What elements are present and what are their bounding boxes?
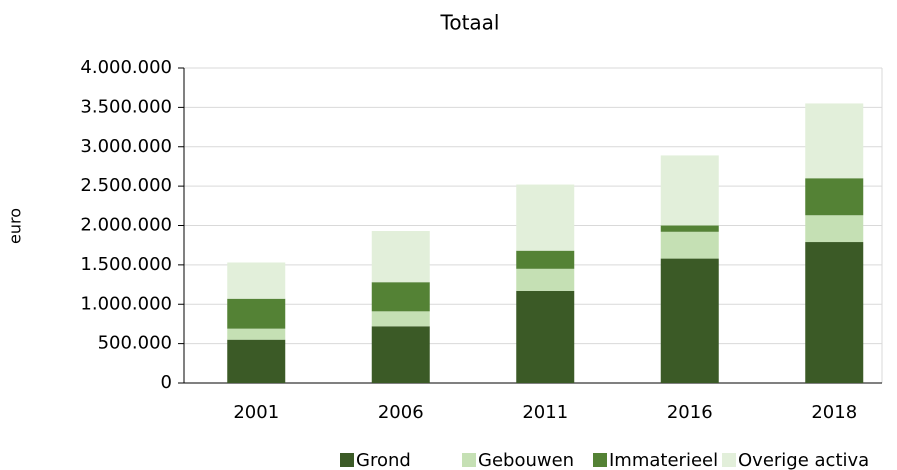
x-tick-label: 2006 <box>378 402 424 423</box>
chart-title: Totaal <box>440 11 500 35</box>
bar-segment <box>227 339 286 383</box>
x-tick-label: 2001 <box>233 402 279 423</box>
bar-segment <box>516 184 575 251</box>
bar-segment <box>371 231 430 283</box>
bar-segment <box>516 268 575 291</box>
y-tick-label: 4.000.000 <box>80 57 172 78</box>
y-tick-label: 0 <box>161 372 172 393</box>
legend-label: Overige activa <box>738 450 869 470</box>
bar-segment <box>227 328 286 340</box>
y-tick-label: 1.000.000 <box>80 293 172 314</box>
bar-segment <box>227 298 286 329</box>
y-tick-label: 1.500.000 <box>80 254 172 275</box>
bar-segment <box>805 215 864 243</box>
bar-segment <box>660 231 719 259</box>
bar-segment <box>371 311 430 327</box>
bar-segment <box>805 178 864 216</box>
y-tick-label: 3.000.000 <box>80 136 172 157</box>
bar-segment <box>516 290 575 383</box>
y-tick-label: 2.500.000 <box>80 175 172 196</box>
legend-swatch <box>593 453 607 467</box>
bar-segment <box>660 258 719 383</box>
bar-segment <box>805 242 864 383</box>
bar-segment <box>227 262 286 299</box>
x-tick-label: 2011 <box>522 402 568 423</box>
bar-segment <box>371 282 430 312</box>
y-tick-label: 3.500.000 <box>80 96 172 117</box>
y-axis-label: euro <box>6 208 25 244</box>
bar-segment <box>516 250 575 269</box>
legend-label: Gebouwen <box>478 450 574 470</box>
x-tick-label: 2016 <box>667 402 713 423</box>
legend-swatch <box>722 453 736 467</box>
legend-swatch <box>462 453 476 467</box>
y-tick-label: 2.000.000 <box>80 215 172 236</box>
bar-segment <box>660 225 719 232</box>
legend-swatch <box>340 453 354 467</box>
y-tick-label: 500.000 <box>98 333 172 354</box>
legend-label: Grond <box>356 450 411 470</box>
bar-segment <box>660 155 719 226</box>
bar-segment <box>805 103 864 179</box>
bar-segment <box>371 326 430 383</box>
x-tick-label: 2018 <box>811 402 857 423</box>
legend-label: Immaterieel <box>609 450 718 470</box>
